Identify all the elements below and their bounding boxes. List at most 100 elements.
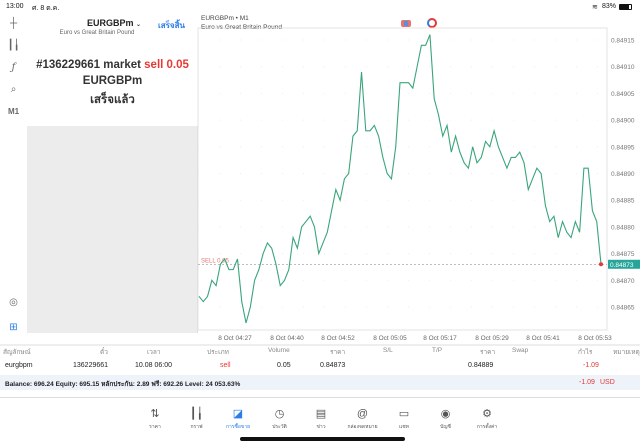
sell-level-label: SELL 0.05 <box>201 258 229 264</box>
chevron-down-icon: ⌄ <box>136 22 142 28</box>
cell-ticket: 136229661 <box>73 362 109 369</box>
tab-trade[interactable]: ◪ การซื้อขาย <box>217 407 259 431</box>
current-price-label: 0.84873 <box>610 262 634 269</box>
crosshair-icon[interactable]: ┼ <box>9 18 18 29</box>
cell-open-price: 0.84873 <box>320 362 346 369</box>
y-tick-label: 0.84895 <box>611 144 635 151</box>
tab-chat[interactable]: ▭ แชท <box>383 407 425 431</box>
column-header[interactable]: กำไร <box>578 349 593 356</box>
x-tick-label: 8 Oct 05:41 <box>526 335 560 342</box>
cell-time: 10.08 06:00 <box>135 362 172 369</box>
left-toolbar: ┼ ┃╽ ƒ ⌕ M1 ◎ ⊞ <box>0 13 27 333</box>
tab-label: การตั้งค่า <box>476 424 498 430</box>
balance-text: Balance: 696.24 Equity: 695.15 หลักประกั… <box>5 381 241 388</box>
chat-icon: ▭ <box>398 408 410 420</box>
y-tick-label: 0.84880 <box>611 224 635 231</box>
y-tick-label: 0.84915 <box>611 38 635 45</box>
symbol-label: EURGBPm <box>87 18 134 28</box>
divider <box>0 397 640 398</box>
cell-price: 0.84889 <box>468 362 494 369</box>
wifi-icon: ≋ <box>592 4 598 11</box>
objects-icon[interactable]: ⌕ <box>10 84 17 95</box>
column-header[interactable]: ประเภท <box>207 349 229 356</box>
tab-news[interactable]: ▤ ข่าว <box>300 407 342 431</box>
column-header[interactable]: สัญลักษณ์ <box>3 349 31 356</box>
column-header[interactable]: ราคา <box>330 349 346 356</box>
done-button[interactable]: เสร็จสิ้น <box>158 21 185 30</box>
chart-zoom-icon[interactable]: ◎ <box>9 297 18 308</box>
account-icon: ◉ <box>440 408 451 420</box>
column-header[interactable]: Volume <box>268 347 290 354</box>
x-tick-label: 8 Oct 04:27 <box>218 335 252 342</box>
tab-label: แชท <box>399 424 409 430</box>
y-tick-label: 0.84900 <box>611 118 635 125</box>
column-header[interactable]: T/P <box>432 347 443 354</box>
date: ศ. 8 ต.ค. <box>32 5 60 12</box>
order-action: sell 0.05 <box>144 59 189 71</box>
tab-account[interactable]: ◉ บัญชี <box>425 407 467 431</box>
tab-label: ข่าว <box>316 424 326 430</box>
home-indicator <box>240 437 405 441</box>
symbol-selector[interactable]: EURGBPm ⌄ <box>87 18 141 28</box>
battery-icon <box>619 4 632 10</box>
indicators-icon[interactable]: ƒ <box>11 62 16 73</box>
y-tick-label: 0.84875 <box>611 251 635 258</box>
news-icon: ▤ <box>315 408 327 420</box>
column-header[interactable]: S/L <box>383 347 393 354</box>
tab-label: กราฟ <box>190 424 203 430</box>
clock: 13:00 <box>6 3 24 10</box>
column-header[interactable]: ตั๋ว <box>100 349 108 356</box>
one-click-trading-icon[interactable] <box>401 20 411 27</box>
tab-settings[interactable]: ⚙ การตั้งค่า <box>466 407 508 431</box>
ticket-text: #136229661 market <box>36 59 141 71</box>
signal-icon[interactable] <box>427 18 437 28</box>
column-header[interactable]: ราคา <box>480 349 496 356</box>
balance-bar: Balance: 696.24 Equity: 695.15 หลักประกั… <box>0 375 640 390</box>
settings-icon: ⚙ <box>482 408 492 420</box>
tab-label: การซื้อขาย <box>225 424 251 430</box>
timeframe-button[interactable]: M1 <box>7 107 20 116</box>
position-row[interactable] <box>0 358 640 374</box>
result-status: เสร็จแล้ว <box>90 94 135 106</box>
symbol-description: Euro vs Great Britain Pound <box>59 30 135 36</box>
cell-type: sell <box>220 362 231 369</box>
mailbox-icon: @ <box>356 408 369 420</box>
y-tick-label: 0.84905 <box>611 91 635 98</box>
tab-chart[interactable]: ┃╽ กราฟ <box>176 407 218 431</box>
cell-symbol: eurgbpm <box>5 362 33 369</box>
tab-label: ราคา <box>149 424 161 430</box>
chart-icon: ┃╽ <box>189 408 204 420</box>
result-symbol: EURGBPm <box>82 75 143 87</box>
x-tick-label: 8 Oct 05:29 <box>475 335 509 342</box>
tab-label: กล่องจดหมาย <box>347 424 378 430</box>
tab-mailbox[interactable]: @ กล่องจดหมาย <box>342 407 384 431</box>
order-panel: EURGBPm ⌄ เสร็จสิ้น Euro vs Great Britai… <box>27 13 198 333</box>
trade-icon: ◪ <box>232 408 244 420</box>
chart-symbol-tf: EURGBPm • M1 <box>201 15 249 22</box>
total-profit: -1.09 <box>579 379 595 386</box>
column-header[interactable]: Swap <box>512 347 529 354</box>
order-result-title: #136229661 market sell 0.05 <box>27 59 198 71</box>
y-tick-label: 0.84885 <box>611 198 635 205</box>
last-price-marker <box>599 262 603 267</box>
y-tick-label: 0.84890 <box>611 171 635 178</box>
cell-volume: 0.05 <box>277 362 291 369</box>
tab-history[interactable]: ◷ ประวัติ <box>259 407 301 431</box>
history-icon: ◷ <box>274 408 285 420</box>
current-price-tag <box>608 259 640 269</box>
x-tick-label: 8 Oct 05:53 <box>578 335 612 342</box>
tab-label: บัญชี <box>440 424 451 430</box>
price-line <box>198 34 602 324</box>
new-order-icon[interactable]: ⊞ <box>9 322 18 333</box>
y-tick-label: 0.84870 <box>611 278 635 285</box>
y-tick-label: 0.84910 <box>611 64 635 71</box>
x-tick-label: 8 Oct 05:17 <box>423 335 457 342</box>
column-header[interactable]: หมายเหตุ <box>613 349 640 356</box>
tab-quotes[interactable]: ⇅ ราคา <box>134 407 176 431</box>
status-bar: 13:00 ศ. 8 ต.ค. ≋ 83% <box>0 0 640 13</box>
plot-frame <box>197 27 608 331</box>
column-header[interactable]: เวลา <box>147 349 161 356</box>
battery-level: 83% <box>602 3 617 10</box>
candles-icon[interactable]: ┃╽ <box>7 40 20 51</box>
